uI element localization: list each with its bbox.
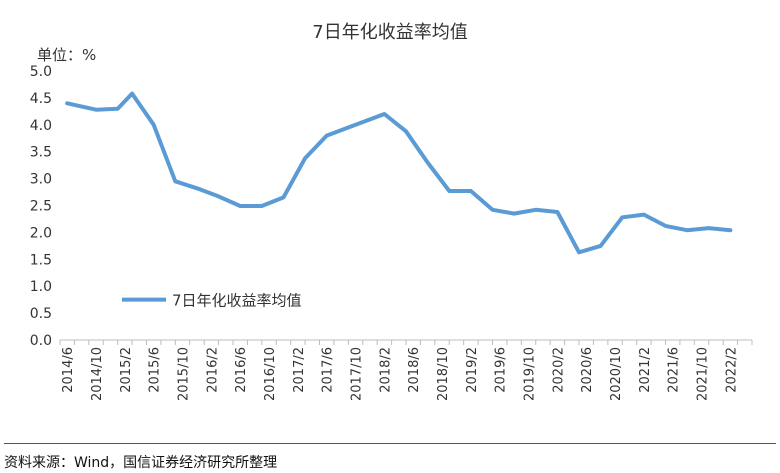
legend-label: 7日年化收益率均值 (172, 292, 302, 310)
y-tick-label: 4.5 (30, 91, 52, 107)
x-tick-label: 2020/2 (551, 347, 566, 393)
x-tick-label: 2015/10 (177, 347, 192, 401)
x-tick-label: 2014/6 (61, 347, 76, 393)
x-tick-label: 2017/10 (350, 347, 365, 401)
y-tick-label: 2.0 (30, 225, 52, 241)
y-tick-label: 4.0 (30, 118, 52, 134)
series-layer (65, 91, 733, 255)
x-tick-label: 2019/6 (494, 347, 509, 393)
series-line (65, 91, 733, 255)
x-tick-label: 2016/2 (205, 347, 220, 393)
x-tick-label: 2015/6 (148, 347, 163, 393)
x-tick-label: 2019/2 (465, 347, 480, 393)
y-tick-label: 2.5 (30, 199, 52, 215)
x-tick-label: 2021/10 (696, 347, 711, 401)
y-tick-label: 0.0 (30, 333, 52, 349)
y-axis: 0.0 0.5 1.0 1.5 2.0 2.5 3.0 3.5 4.0 4.5 5.0 (30, 64, 52, 349)
line-chart: 0.0 0.5 1.0 1.5 2.0 2.5 3.0 3.5 4.0 4.5 5.0 2014/6… (30, 64, 753, 401)
y-tick-label: 0.5 (30, 306, 52, 322)
x-axis: 2014/6 2014/10 2015/2 2015/6 2015/10 2016/2 20… (59, 339, 753, 401)
y-tick-label: 1.5 (30, 252, 52, 268)
x-tick-label: 2015/2 (119, 347, 134, 393)
x-tick-label: 2018/10 (436, 347, 451, 401)
x-tick-label: 2020/10 (609, 347, 624, 401)
source-note: 资料来源：Wind，国信证券经济研究所整理 (4, 455, 278, 471)
x-tick-label: 2021/2 (638, 347, 653, 393)
x-tick-label: 2016/6 (234, 347, 249, 393)
x-tick-label: 2014/10 (90, 347, 105, 401)
x-tick-label: 2022/2 (724, 347, 739, 393)
y-tick-label: 1.0 (30, 279, 52, 295)
y-tick-label: 3.5 (30, 145, 52, 161)
chart-title: 7日年化收益率均值 (312, 22, 468, 43)
x-tick-label: 2017/2 (292, 347, 307, 393)
legend: 7日年化收益率均值 (122, 292, 302, 310)
y-tick-label: 5.0 (30, 64, 52, 80)
unit-label: 单位：% (37, 46, 97, 64)
x-tick-label: 2019/10 (523, 347, 538, 401)
x-tick-label: 2018/2 (378, 347, 393, 393)
x-tick-label: 2016/10 (263, 347, 278, 401)
y-tick-label: 3.0 (30, 172, 52, 188)
x-tick-label: 2017/6 (321, 347, 336, 393)
x-tick-label: 2018/6 (407, 347, 422, 393)
x-tick-label: 2020/6 (580, 347, 595, 393)
source-divider (4, 443, 776, 444)
x-tick-label: 2021/6 (667, 347, 682, 393)
